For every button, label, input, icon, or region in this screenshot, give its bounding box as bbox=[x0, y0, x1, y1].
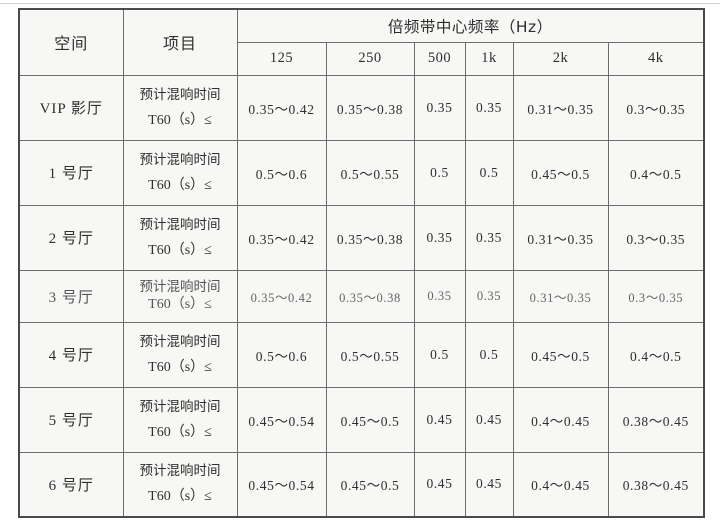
cell-value-1k: 0.35 bbox=[464, 204, 514, 271]
cell-value-4k: 0.3～0.35 bbox=[607, 269, 705, 323]
item-line-1: 预计混响时间 bbox=[139, 463, 221, 480]
cell-value-125: 0.35～0.42 bbox=[236, 269, 327, 323]
cell-space: 4 号厅 bbox=[18, 321, 124, 388]
cell-value-4k: 0.3～0.35 bbox=[607, 74, 705, 141]
cell-value-1k: 0.5 bbox=[464, 321, 514, 388]
cell-value-500: 0.45 bbox=[413, 386, 466, 453]
cell-value-250: 0.35～0.38 bbox=[325, 204, 415, 271]
cell-value-4k: 0.3～0.35 bbox=[607, 204, 705, 271]
cell-value-500: 0.35 bbox=[413, 74, 466, 141]
item-line-2: T60（s）≤ bbox=[148, 359, 212, 375]
item-line-1: 预计混响时间 bbox=[139, 216, 221, 233]
item-line-1: 预计混响时间 bbox=[139, 333, 221, 350]
cell-value-125: 0.5～0.6 bbox=[236, 321, 327, 388]
item-line-1: 预计混响时间 bbox=[139, 398, 221, 415]
reverberation-time-table: 空间 项目 倍频带中心频率（Hz） 125 250 500 1k 2k 4k V… bbox=[18, 8, 706, 518]
cell-space: 3 号厅 bbox=[18, 269, 124, 323]
cell-item: 预计混响时间 T60（s）≤ bbox=[122, 321, 238, 388]
item-line-1: 预计混响时间 bbox=[139, 151, 221, 168]
table-row: 1 号厅 预计混响时间 T60（s）≤ 0.5～0.6 0.5～0.55 0.5… bbox=[18, 139, 705, 206]
item-line-2: T60（s）≤ bbox=[148, 112, 212, 128]
header-freq-500: 500 bbox=[413, 41, 466, 76]
item-line-1: 预计混响时间 bbox=[139, 86, 221, 103]
cell-item: 预计混响时间 T60（s）≤ bbox=[122, 269, 238, 323]
cell-value-4k: 0.38～0.45 bbox=[607, 451, 705, 518]
table-row: 5 号厅 预计混响时间 T60（s）≤ 0.45～0.54 0.45～0.5 0… bbox=[18, 386, 705, 453]
cell-item: 预计混响时间 T60（s）≤ bbox=[122, 451, 238, 518]
header-row-top: 空间 项目 倍频带中心频率（Hz） bbox=[18, 8, 705, 76]
cell-value-125: 0.5～0.6 bbox=[236, 139, 327, 206]
cell-value-500: 0.35 bbox=[413, 269, 466, 323]
table-row: VIP 影厅 预计混响时间 T60（s）≤ 0.35～0.42 0.35～0.3… bbox=[18, 74, 705, 141]
header-row-frequencies: 125 250 500 1k 2k 4k bbox=[19, 41, 705, 76]
cell-item: 预计混响时间 T60（s）≤ bbox=[122, 204, 238, 271]
cell-space: 1 号厅 bbox=[18, 139, 124, 206]
cell-space: 2 号厅 bbox=[18, 204, 124, 271]
cell-value-1k: 0.45 bbox=[464, 451, 514, 518]
cell-value-125: 0.45～0.54 bbox=[236, 451, 327, 518]
item-line-1: 预计混响时间 bbox=[139, 279, 221, 295]
cell-value-125: 0.45～0.54 bbox=[236, 386, 327, 453]
cell-value-2k: 0.31～0.35 bbox=[512, 74, 609, 141]
header-freq-4k: 4k bbox=[607, 41, 705, 76]
cell-value-125: 0.35～0.42 bbox=[236, 74, 327, 141]
cell-value-125: 0.35～0.42 bbox=[236, 204, 327, 271]
cell-value-250: 0.45～0.5 bbox=[325, 451, 415, 518]
cell-value-1k: 0.35 bbox=[464, 269, 514, 323]
cell-item: 预计混响时间 T60（s）≤ bbox=[122, 74, 238, 141]
cell-item: 预计混响时间 T60（s）≤ bbox=[122, 386, 238, 453]
cell-value-2k: 0.4～0.45 bbox=[512, 451, 609, 518]
page-top-rule bbox=[0, 3, 720, 4]
cell-value-4k: 0.4～0.5 bbox=[607, 321, 705, 388]
reverberation-time-table-container: 空间 项目 倍频带中心频率（Hz） 125 250 500 1k 2k 4k V… bbox=[18, 8, 706, 518]
header-item: 项目 bbox=[122, 8, 238, 76]
cell-value-250: 0.35～0.38 bbox=[325, 269, 415, 323]
cell-value-2k: 0.31～0.35 bbox=[512, 204, 609, 271]
cell-value-250: 0.5～0.55 bbox=[325, 321, 415, 388]
cell-value-4k: 0.4～0.5 bbox=[607, 139, 705, 206]
table-header: 空间 项目 倍频带中心频率（Hz） 125 250 500 1k 2k 4k bbox=[18, 8, 705, 76]
cell-space: 5 号厅 bbox=[18, 386, 124, 453]
header-freq-250: 250 bbox=[325, 41, 415, 76]
cell-value-250: 0.5～0.55 bbox=[325, 139, 415, 206]
item-line-2: T60（s）≤ bbox=[148, 297, 212, 312]
table-row: 6 号厅 预计混响时间 T60（s）≤ 0.45～0.54 0.45～0.5 0… bbox=[18, 451, 705, 518]
cell-value-250: 0.45～0.5 bbox=[325, 386, 415, 453]
cell-value-1k: 0.35 bbox=[464, 74, 514, 141]
item-line-2: T60（s）≤ bbox=[148, 489, 212, 505]
cell-value-250: 0.35～0.38 bbox=[325, 74, 415, 141]
cell-value-500: 0.45 bbox=[413, 451, 466, 518]
table-row: 4 号厅 预计混响时间 T60（s）≤ 0.5～0.6 0.5～0.55 0.5… bbox=[18, 321, 705, 388]
cell-value-2k: 0.45～0.5 bbox=[512, 321, 609, 388]
cell-value-500: 0.5 bbox=[413, 139, 466, 206]
header-space: 空间 bbox=[18, 8, 124, 76]
table-row: 3 号厅 预计混响时间 T60（s）≤ 0.35～0.42 0.35～0.38 … bbox=[18, 269, 705, 323]
table-body: VIP 影厅 预计混响时间 T60（s）≤ 0.35～0.42 0.35～0.3… bbox=[18, 74, 705, 518]
cell-item: 预计混响时间 T60（s）≤ bbox=[122, 139, 238, 206]
cell-value-2k: 0.45～0.5 bbox=[512, 139, 609, 206]
cell-value-4k: 0.38～0.45 bbox=[607, 386, 705, 453]
header-freq-125: 125 bbox=[236, 41, 327, 76]
header-freq-2k: 2k bbox=[512, 41, 609, 76]
cell-value-2k: 0.4～0.45 bbox=[512, 386, 609, 453]
header-freq-1k: 1k bbox=[464, 41, 514, 76]
item-line-2: T60（s）≤ bbox=[148, 424, 212, 440]
cell-value-2k: 0.31～0.35 bbox=[512, 269, 609, 323]
table-row: 2 号厅 预计混响时间 T60（s）≤ 0.35～0.42 0.35～0.38 … bbox=[18, 204, 705, 271]
cell-space: 6 号厅 bbox=[18, 451, 124, 518]
cell-value-1k: 0.45 bbox=[464, 386, 514, 453]
cell-value-500: 0.35 bbox=[413, 204, 466, 271]
cell-space: VIP 影厅 bbox=[18, 74, 124, 141]
cell-value-500: 0.5 bbox=[413, 321, 466, 388]
item-line-2: T60（s）≤ bbox=[148, 177, 212, 193]
cell-value-1k: 0.5 bbox=[464, 139, 514, 206]
item-line-2: T60（s）≤ bbox=[148, 242, 212, 258]
header-octave-band-center-frequency: 倍频带中心频率（Hz） bbox=[236, 8, 705, 43]
